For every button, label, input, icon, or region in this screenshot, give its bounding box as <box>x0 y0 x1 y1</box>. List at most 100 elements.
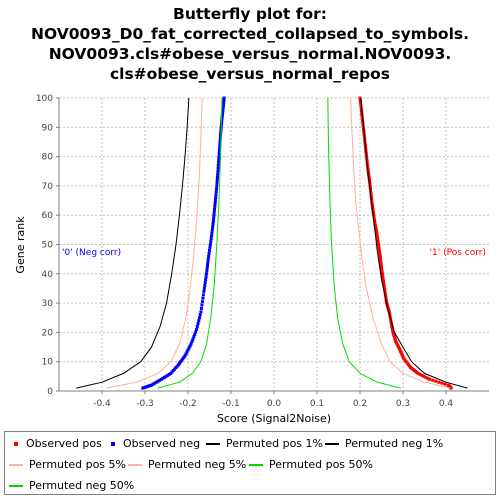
legend-label-permuted-neg-5: Permuted neg 5% <box>148 458 247 471</box>
legend-swatch-permuted-pos-50 <box>249 464 263 466</box>
data-point-fill <box>218 137 222 141</box>
data-point <box>195 327 199 331</box>
legend-item-permuted-neg-1: Permuted neg 1% <box>325 437 443 451</box>
data-point-fill <box>214 193 218 197</box>
data-point-fill <box>221 109 225 113</box>
y-axis-label: Gene rank <box>14 216 27 274</box>
data-point-fill <box>208 248 211 252</box>
data-point-fill <box>205 269 209 273</box>
legend-label-observed-pos: Observed pos <box>26 437 102 450</box>
legend-swatch-permuted-pos-1 <box>206 443 220 445</box>
series-line-permuted-neg-5 <box>106 97 203 389</box>
data-point-fill <box>213 204 217 208</box>
data-point-fill <box>383 291 387 295</box>
data-point-fill <box>192 335 196 339</box>
x-tick-label: 0.3 <box>396 399 410 409</box>
y-tick-label: 70 <box>42 182 54 192</box>
y-tick-label: 60 <box>42 211 54 221</box>
data-point-fill <box>379 260 383 264</box>
legend-swatch-observed-pos <box>14 442 18 446</box>
legend-swatch-observed-neg <box>111 442 115 446</box>
data-point-fill <box>151 382 155 386</box>
data-point-fill <box>190 340 194 344</box>
legend-swatch-permuted-neg-50 <box>9 485 23 487</box>
data-point-fill <box>376 239 380 243</box>
data-point-fill <box>420 373 424 377</box>
data-point-fill <box>191 337 195 341</box>
annotation-pos-corr: '1' (Pos corr) <box>430 248 486 258</box>
data-point-fill <box>379 262 383 266</box>
data-point-fill <box>213 207 217 211</box>
title-line-2: NOV0093_D0_fat_corrected_collapsed_to_sy… <box>30 25 470 43</box>
data-point <box>380 266 383 270</box>
data-point-fill <box>211 222 215 226</box>
x-tick-label: -0.4 <box>93 399 111 409</box>
data-point-fill <box>359 101 363 105</box>
data-point-fill <box>221 111 225 115</box>
data-point <box>217 149 221 153</box>
series-line-permuted-pos-50 <box>327 97 401 389</box>
x-tick-label: 0.4 <box>439 399 454 409</box>
data-point-fill <box>156 379 160 383</box>
data-point-fill <box>201 296 205 300</box>
data-point-fill <box>377 244 381 248</box>
data-point-fill <box>185 350 189 354</box>
y-tick-label: 10 <box>42 358 54 368</box>
data-point-fill <box>381 274 385 278</box>
data-point <box>216 166 220 170</box>
data-point-fill <box>207 251 211 255</box>
data-point-fill <box>378 250 382 254</box>
data-point-fill <box>216 169 220 173</box>
data-point-fill <box>167 372 171 376</box>
data-point-fill <box>214 196 218 200</box>
y-tick-label: 50 <box>42 241 54 251</box>
data-point-fill <box>218 140 222 144</box>
legend-label-permuted-pos-5: Permuted pos 5% <box>29 458 126 471</box>
data-point-fill <box>186 348 190 352</box>
data-point-fill <box>210 234 214 238</box>
data-point <box>376 243 380 246</box>
data-point-fill <box>217 155 221 159</box>
data-point-fill <box>376 237 380 241</box>
data-point-fill <box>373 220 377 224</box>
data-point <box>207 254 211 258</box>
data-point-fill <box>212 213 216 217</box>
data-point-fill <box>197 319 201 323</box>
data-point <box>149 383 153 387</box>
data-point <box>189 342 193 346</box>
data-point-fill <box>216 172 220 176</box>
data-point-fill <box>198 313 202 317</box>
data-point-fill <box>377 246 381 250</box>
data-point-fill <box>197 316 201 320</box>
data-point-fill <box>378 252 382 256</box>
x-tick-label: -0.3 <box>136 399 154 409</box>
data-point-fill <box>153 381 157 385</box>
data-point-fill <box>418 372 422 376</box>
data-point-fill <box>212 210 216 214</box>
legend-item-permuted-neg-5: Permuted neg 5% <box>128 458 246 472</box>
data-point-fill <box>383 287 387 291</box>
series-layer <box>76 96 468 390</box>
data-point-fill <box>375 235 379 239</box>
data-point-fill <box>204 275 208 279</box>
data-point-fill <box>218 146 222 150</box>
x-axis-label: Score (Signal2Noise) <box>217 412 331 425</box>
data-point-fill <box>372 214 376 218</box>
legend-item-observed-pos: Observed pos <box>9 437 102 451</box>
data-point-fill <box>384 293 388 297</box>
data-point-fill <box>217 152 221 156</box>
data-point-fill <box>378 256 382 260</box>
data-point-fill <box>382 282 386 286</box>
title-line-3: NOV0093.cls#obese_versus_normal.NOV0093. <box>48 45 452 63</box>
data-point-fill <box>188 344 192 348</box>
data-point-fill <box>203 281 207 285</box>
legend-label-permuted-neg-1: Permuted neg 1% <box>345 437 444 450</box>
data-point-fill <box>217 158 221 162</box>
y-tick-label: 90 <box>42 123 54 133</box>
legend-swatch-permuted-pos-5 <box>9 464 23 466</box>
data-point-fill <box>211 225 215 229</box>
data-point-fill <box>158 378 162 382</box>
legend-swatch-permuted-neg-5 <box>128 464 142 466</box>
grid <box>59 97 489 392</box>
